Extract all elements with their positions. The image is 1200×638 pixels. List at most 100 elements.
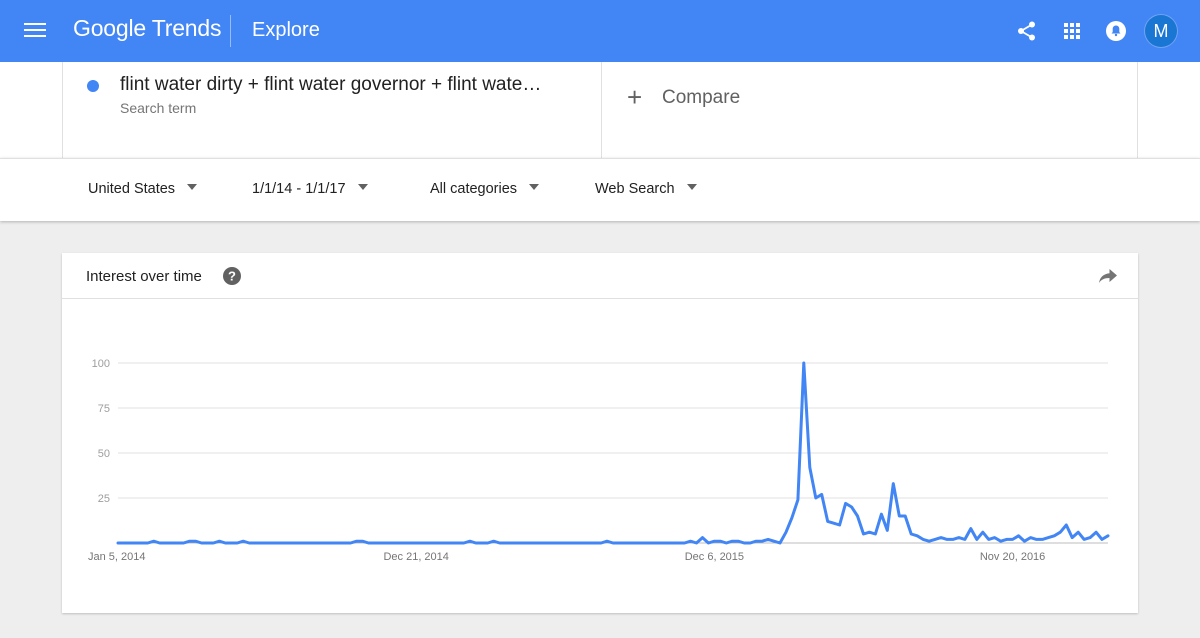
data-point[interactable]: [987, 537, 991, 541]
data-point[interactable]: [283, 541, 287, 545]
data-point[interactable]: [587, 541, 591, 545]
data-point[interactable]: [796, 498, 800, 502]
data-point[interactable]: [516, 541, 520, 545]
data-point[interactable]: [605, 539, 609, 543]
data-point[interactable]: [581, 541, 585, 545]
data-point[interactable]: [1040, 537, 1044, 541]
data-point[interactable]: [808, 465, 812, 469]
date-range-filter[interactable]: 1/1/14 - 1/1/17: [252, 181, 368, 197]
data-point[interactable]: [480, 541, 484, 545]
data-point[interactable]: [122, 541, 126, 545]
data-point[interactable]: [933, 537, 937, 541]
data-point[interactable]: [826, 519, 830, 523]
data-point[interactable]: [128, 541, 132, 545]
data-point[interactable]: [384, 541, 388, 545]
data-point[interactable]: [199, 541, 203, 545]
data-point[interactable]: [611, 541, 615, 545]
data-point[interactable]: [754, 539, 758, 543]
data-point[interactable]: [295, 541, 299, 545]
data-point[interactable]: [194, 539, 198, 543]
data-point[interactable]: [599, 541, 603, 545]
data-point[interactable]: [235, 541, 239, 545]
data-point[interactable]: [856, 514, 860, 518]
data-point[interactable]: [355, 539, 359, 543]
data-point[interactable]: [694, 541, 698, 545]
data-point[interactable]: [420, 541, 424, 545]
data-point[interactable]: [545, 541, 549, 545]
data-point[interactable]: [647, 541, 651, 545]
data-point[interactable]: [182, 541, 186, 545]
help-icon[interactable]: ?: [223, 267, 241, 285]
data-point[interactable]: [277, 541, 281, 545]
data-point[interactable]: [736, 539, 740, 543]
data-point[interactable]: [969, 527, 973, 531]
data-point[interactable]: [134, 541, 138, 545]
data-point[interactable]: [748, 541, 752, 545]
data-point[interactable]: [361, 539, 365, 543]
data-point[interactable]: [331, 541, 335, 545]
data-point[interactable]: [486, 541, 490, 545]
data-point[interactable]: [170, 541, 174, 545]
data-point[interactable]: [1034, 537, 1038, 541]
data-point[interactable]: [1088, 536, 1092, 540]
data-point[interactable]: [730, 539, 734, 543]
data-point[interactable]: [1011, 537, 1015, 541]
data-point[interactable]: [903, 514, 907, 518]
data-point[interactable]: [617, 541, 621, 545]
data-point[interactable]: [146, 541, 150, 545]
data-point[interactable]: [456, 541, 460, 545]
data-point[interactable]: [742, 541, 746, 545]
data-point[interactable]: [850, 505, 854, 509]
series-line[interactable]: [116, 361, 1110, 545]
data-point[interactable]: [760, 539, 764, 543]
data-point[interactable]: [176, 541, 180, 545]
data-point[interactable]: [718, 539, 722, 543]
data-point[interactable]: [265, 541, 269, 545]
data-point[interactable]: [313, 541, 317, 545]
data-point[interactable]: [677, 541, 681, 545]
data-point[interactable]: [766, 537, 770, 541]
data-point[interactable]: [450, 541, 454, 545]
data-point[interactable]: [885, 528, 889, 532]
data-point[interactable]: [498, 541, 502, 545]
data-point[interactable]: [432, 541, 436, 545]
data-point[interactable]: [820, 492, 824, 496]
data-point[interactable]: [462, 541, 466, 545]
share-arrow-icon[interactable]: [1098, 267, 1118, 285]
data-point[interactable]: [772, 539, 776, 543]
data-point[interactable]: [1106, 534, 1110, 538]
data-point[interactable]: [1082, 537, 1086, 541]
data-point[interactable]: [623, 541, 627, 545]
data-point[interactable]: [444, 541, 448, 545]
data-point[interactable]: [724, 541, 728, 545]
data-point[interactable]: [909, 532, 913, 536]
data-point[interactable]: [152, 539, 156, 543]
data-point[interactable]: [575, 541, 579, 545]
data-point[interactable]: [665, 541, 669, 545]
data-point[interactable]: [468, 539, 472, 543]
data-point[interactable]: [844, 501, 848, 505]
data-point[interactable]: [891, 482, 895, 486]
data-point[interactable]: [838, 523, 842, 527]
data-point[interactable]: [289, 541, 293, 545]
data-point[interactable]: [557, 541, 561, 545]
data-point[interactable]: [522, 541, 526, 545]
avatar[interactable]: M: [1145, 15, 1177, 47]
data-point[interactable]: [259, 541, 263, 545]
data-point[interactable]: [915, 534, 919, 538]
data-point[interactable]: [569, 541, 573, 545]
data-point[interactable]: [408, 541, 412, 545]
data-point[interactable]: [528, 541, 532, 545]
data-point[interactable]: [999, 539, 1003, 543]
data-point[interactable]: [301, 541, 305, 545]
data-point[interactable]: [981, 530, 985, 534]
data-point[interactable]: [802, 361, 806, 365]
data-point[interactable]: [712, 539, 716, 543]
compare-label[interactable]: Compare: [662, 87, 741, 108]
data-point[interactable]: [1094, 530, 1098, 534]
data-point[interactable]: [814, 496, 818, 500]
data-point[interactable]: [372, 541, 376, 545]
data-point[interactable]: [861, 532, 865, 536]
data-point[interactable]: [319, 541, 323, 545]
data-point[interactable]: [873, 532, 877, 536]
